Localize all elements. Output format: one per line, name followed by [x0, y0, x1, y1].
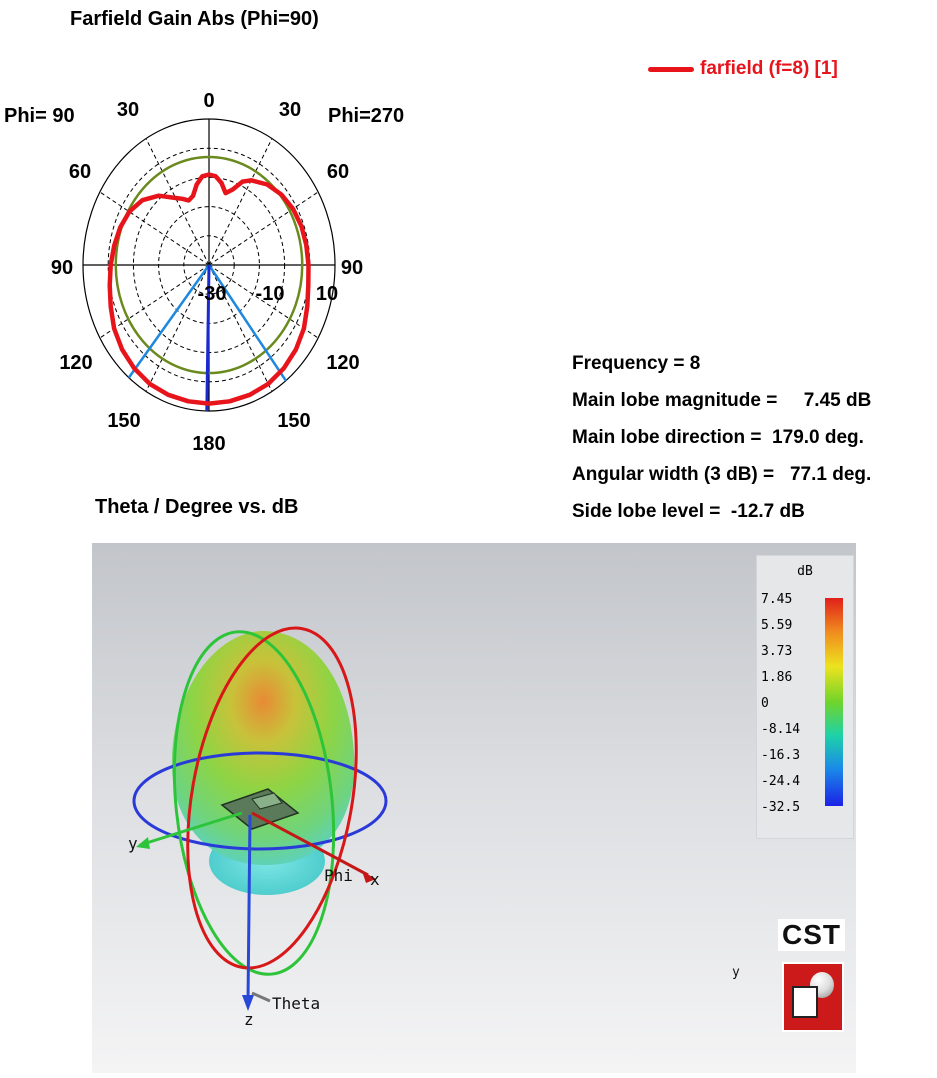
colorbar-gradient	[825, 598, 843, 806]
theta-label: Theta	[272, 994, 320, 1013]
polar-labels: 0 30 30 60 60 90 90 120 120 150 150 180 Phi= 90 Phi=2…	[4, 90, 404, 455]
theta-circle-green	[172, 630, 336, 976]
grid-spoke	[208, 191, 319, 266]
angle-tick-label: 30	[117, 99, 139, 121]
radial-tick-label: -10	[256, 283, 285, 305]
radial-tick-label: 10	[316, 283, 338, 305]
main-lobe-marker	[205, 264, 211, 412]
colorbar-tick: -32.5	[761, 800, 801, 815]
colorbar-unit: dB	[797, 564, 813, 579]
legend-label: farfield (f=8) [1]	[700, 58, 838, 79]
angle-tick-label: 30	[279, 99, 301, 121]
mini-axis-y: y	[732, 965, 740, 980]
stat-main-lobe-direction: Main lobe direction = 179.0 deg.	[572, 427, 864, 448]
angle-tick-label: 90	[341, 257, 363, 279]
grid-spoke	[145, 264, 210, 392]
phi-circle	[132, 751, 388, 851]
series-line	[107, 172, 311, 406]
chart-legend: farfield (f=8) [1]	[648, 58, 838, 80]
antenna-patch	[220, 788, 300, 830]
y-axis-arrow	[139, 811, 243, 847]
theta-circle-red	[186, 626, 358, 970]
colorbar: dB 7.45 5.59 3.73 1.86 0 -8.14 -16.3 -24…	[756, 555, 854, 839]
beam-width-marker	[207, 264, 287, 382]
x-axis-label-3d: x	[370, 870, 380, 889]
stats-panel: Frequency = 8 Main lobe magnitude = 7.45…	[572, 345, 871, 530]
grid-spoke	[99, 191, 210, 266]
colorbar-tick: -8.14	[761, 722, 801, 737]
grid-spoke	[208, 264, 319, 339]
chart-title: Farfield Gain Abs (Phi=90)	[70, 8, 319, 30]
phi-label: Phi	[324, 866, 353, 885]
angle-tick-label: 60	[69, 161, 91, 183]
stat-angular-width: Angular width (3 dB) = 77.1 deg.	[572, 464, 872, 485]
beam-width-marker	[127, 264, 211, 379]
colorbar-tick: 7.45	[761, 592, 793, 607]
cst-logo-text: CST	[778, 919, 845, 951]
angle-tick-label: 150	[277, 410, 310, 432]
colorbar-tick: -24.4	[761, 774, 801, 789]
z-axis-label: z	[244, 1010, 254, 1029]
stat-main-lobe-magnitude: Main lobe magnitude = 7.45 dB	[572, 390, 872, 411]
main-lobe	[171, 630, 355, 866]
angle-tick-label: 60	[327, 161, 349, 183]
beam-markers	[127, 264, 287, 412]
angle-tick-label: 120	[326, 352, 359, 374]
angle-tick-label: 180	[192, 433, 225, 455]
x-axis-arrow	[251, 811, 369, 877]
stat-side-lobe-level: Side lobe level = -12.7 dB	[572, 501, 805, 522]
series-curve	[107, 172, 311, 406]
colorbar-tick: -16.3	[761, 748, 801, 763]
polar-plot: 0 30 30 60 60 90 90 120 120 150 150 180 Phi= 90 Phi=2…	[4, 90, 404, 455]
reference-circle-line	[114, 155, 304, 375]
x-axis-label: Theta / Degree vs. dB	[95, 496, 299, 518]
radial-tick-label: -30	[198, 283, 227, 305]
angle-tick-label: 150	[107, 410, 140, 432]
colorbar-tick: 0	[761, 696, 769, 711]
reference-circle	[114, 155, 304, 375]
right-half-label: Phi=270	[328, 105, 404, 127]
y-axis-label: y	[128, 834, 138, 853]
grid-spoke	[208, 138, 273, 266]
colorbar-tick: 5.59	[761, 618, 793, 633]
colorbar-tick: 3.73	[761, 644, 793, 659]
left-half-label: Phi= 90	[4, 105, 75, 127]
angle-tick-label: 90	[51, 257, 73, 279]
farfield-3d-view[interactable]: y x Phi z Theta dB 7.45 5.59 3.73 1.86 0…	[92, 543, 856, 1073]
grid-spoke	[208, 264, 273, 392]
angle-tick-label: 0	[203, 90, 214, 112]
theta-arrow	[251, 991, 271, 1003]
colorbar-tick: 1.86	[761, 670, 793, 685]
cst-logo-icon	[782, 962, 844, 1032]
farfield-3d-render: y x Phi z Theta	[128, 626, 388, 1029]
z-axis-arrow	[246, 814, 252, 1002]
angle-tick-label: 120	[59, 352, 92, 374]
logo-cube	[792, 986, 818, 1018]
stat-frequency: Frequency = 8	[572, 353, 701, 374]
grid-spoke	[99, 264, 210, 339]
grid-spoke	[145, 138, 210, 266]
legend-swatch	[648, 66, 694, 72]
